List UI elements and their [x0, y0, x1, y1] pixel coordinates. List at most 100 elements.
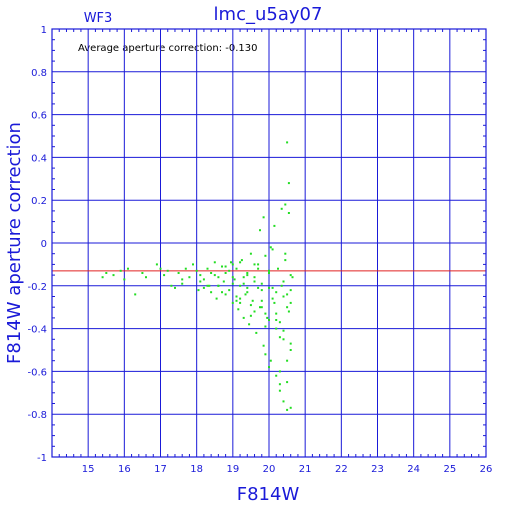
x-tick-label: 16 [118, 464, 131, 475]
data-point [257, 263, 260, 266]
data-point [289, 301, 292, 304]
data-point [239, 284, 242, 287]
data-point [257, 286, 260, 289]
data-point [289, 406, 292, 409]
x-tick-label: 25 [443, 464, 456, 475]
data-point [277, 267, 279, 270]
data-point [101, 276, 104, 279]
data-point [112, 274, 115, 277]
y-tick-label: -1 [37, 453, 47, 464]
data-point [264, 325, 267, 328]
data-point [273, 301, 276, 304]
data-point [141, 272, 144, 274]
x-tick-label: 20 [263, 464, 276, 475]
data-point [248, 323, 251, 326]
data-point [286, 141, 289, 144]
data-point [286, 359, 289, 362]
x-tick-label: 24 [407, 464, 420, 475]
x-tick-label: 26 [480, 464, 493, 475]
data-point [284, 259, 287, 262]
data-point [199, 280, 202, 283]
data-point [217, 284, 220, 287]
data-point [278, 389, 281, 392]
data-point [264, 353, 267, 356]
data-point [269, 359, 272, 362]
data-point [145, 276, 147, 279]
data-point [284, 252, 287, 255]
data-point [231, 263, 234, 266]
data-point [253, 276, 256, 279]
data-point [291, 276, 294, 279]
average-annotation: Average aperture correction: -0.130 [78, 43, 258, 54]
x-tick-label: 21 [299, 464, 312, 475]
data-point [287, 310, 290, 313]
data-point [240, 259, 243, 262]
y-tick-label: 0.8 [31, 68, 47, 79]
data-point [262, 344, 265, 347]
data-point [266, 316, 269, 319]
data-point [273, 224, 276, 227]
y-tick-label: 1 [41, 25, 47, 36]
x-tick-label: 22 [335, 464, 348, 475]
x-tick-label: 23 [371, 464, 384, 475]
data-point [253, 280, 256, 283]
data-point [282, 295, 285, 298]
grid-lines [52, 28, 487, 458]
data-point [224, 293, 227, 296]
data-point [119, 269, 122, 272]
data-point [278, 321, 281, 324]
data-point [246, 274, 249, 277]
x-axis-label: F814W [237, 484, 300, 505]
data-point [210, 291, 213, 294]
data-point [253, 263, 256, 266]
data-point [181, 282, 184, 285]
data-point [246, 291, 249, 294]
data-point [284, 203, 287, 206]
data-point [231, 301, 234, 304]
data-point [221, 291, 223, 294]
data-point [215, 297, 218, 300]
data-point [228, 289, 231, 292]
data-point [278, 336, 281, 339]
data-point [275, 312, 278, 315]
data-point [264, 254, 267, 257]
data-point [242, 276, 245, 279]
data-point [249, 252, 252, 255]
y-tick-label: 0.4 [31, 153, 47, 164]
data-point [253, 310, 256, 313]
data-point [268, 286, 270, 289]
data-point [134, 293, 137, 296]
data-point [259, 306, 261, 309]
data-point [278, 370, 281, 373]
data-point [235, 295, 238, 298]
data-point [286, 293, 289, 296]
data-point [206, 284, 209, 287]
data-point [275, 374, 278, 377]
data-point [181, 278, 184, 281]
data-point [287, 212, 290, 214]
data-point [260, 299, 263, 302]
data-point [123, 278, 126, 281]
data-point [239, 261, 242, 264]
data-point [166, 269, 169, 272]
data-point [202, 278, 205, 281]
data-point [271, 286, 274, 289]
x-tick-label: 18 [190, 464, 203, 475]
data-point [213, 261, 216, 264]
data-point [271, 248, 274, 251]
tick-labels: 15 16 17 18 19 20 21 22 23 24 25 26 -1 -0.8 -0.6 -0.4 -0… [27, 25, 492, 475]
data-point [188, 276, 191, 279]
data-point [275, 319, 278, 321]
x-tick-label: 17 [154, 464, 167, 475]
data-point [235, 267, 238, 270]
y-tick-label: -0.6 [27, 367, 47, 378]
x-tick-label: 19 [226, 464, 239, 475]
data-point [199, 274, 202, 277]
chart-subtitle: WF3 [84, 11, 113, 26]
data-point [163, 274, 166, 277]
data-point [289, 349, 292, 351]
data-point [249, 314, 252, 317]
data-point [260, 289, 263, 292]
data-point [282, 280, 285, 283]
